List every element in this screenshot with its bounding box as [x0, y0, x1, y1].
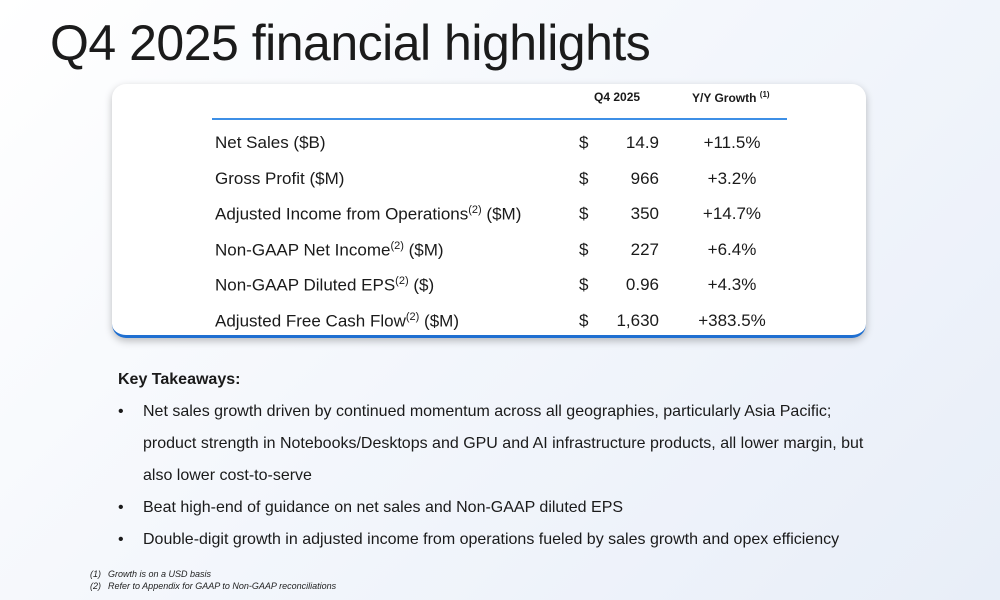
footnote-ref: (2) — [405, 311, 420, 323]
unit: ($M) — [419, 311, 459, 331]
footnote-text: Refer to Appendix for GAAP to Non-GAAP r… — [108, 581, 337, 591]
row-label: Non-GAAP Net Income(2) ($M) — [215, 240, 444, 261]
takeaways-list: Net sales growth driven by continued mom… — [118, 396, 888, 556]
unit: ($M) — [481, 204, 522, 224]
footnote-marker: (2) — [90, 581, 101, 591]
takeaway-bullet: Beat high-end of guidance on net sales a… — [118, 492, 888, 524]
slide-title: Q4 2025 financial highlights — [50, 15, 651, 71]
footnote-ref: (2) — [468, 204, 482, 217]
row-label: Gross Profit ($M) — [215, 169, 344, 189]
growth: +4.3% — [707, 275, 757, 295]
growth: +11.5% — [703, 133, 761, 152]
label-text: Non-GAAP Diluted EPS — [215, 276, 396, 296]
label-text: Adjusted Free Cash Flow — [215, 311, 406, 331]
value: 966 — [630, 168, 659, 188]
unit: ($) — [408, 276, 435, 296]
label-text: Non-GAAP Net Income — [215, 240, 391, 260]
footnote-ref: (2) — [395, 275, 409, 288]
table-row: Non-GAAP Net Income(2) ($M) $227 +6.4% — [112, 240, 866, 270]
row-label: Non-GAAP Diluted EPS(2) ($) — [215, 275, 434, 296]
header-rule — [212, 118, 787, 120]
label-text: Gross Profit ($M) — [215, 168, 345, 188]
value: 14.9 — [625, 133, 659, 152]
table-row: Net Sales ($B) $14.9 +11.5% — [112, 133, 866, 163]
table-row: Gross Profit ($M) $966 +3.2% — [112, 169, 866, 199]
row-label: Adjusted Free Cash Flow(2) ($M) — [215, 311, 459, 332]
takeaway-bullet: Net sales growth driven by continued mom… — [118, 396, 888, 492]
growth: +3.2% — [707, 168, 757, 188]
growth: +383.5% — [698, 311, 766, 330]
table-row: Non-GAAP Diluted EPS(2) ($) $0.96 +4.3% — [112, 275, 866, 305]
growth: +6.4% — [707, 239, 757, 259]
column-header: Y/Y Growth (1) — [692, 90, 770, 105]
value: 0.96 — [625, 275, 659, 295]
takeaways-title: Key Takeaways: — [118, 371, 241, 388]
takeaway-bullet: Double-digit growth in adjusted income f… — [118, 524, 888, 556]
value: 227 — [630, 239, 659, 259]
column-header: Q4 2025 — [594, 90, 641, 104]
table-row: Adjusted Free Cash Flow(2) ($M) $1,630 +38… — [112, 311, 866, 341]
table-row: Adjusted Income from Operations(2) ($M) $… — [112, 204, 866, 234]
footnote-ref: (2) — [390, 239, 404, 252]
currency: $ — [579, 133, 589, 152]
footnote-ref: (1) — [759, 90, 770, 99]
highlights-card: Q4 2025 Y/Y Growth (1) Net Sales ($B) $14… — [112, 84, 866, 338]
growth: +14.7% — [702, 204, 762, 224]
label-text: Adjusted Income from Operations — [215, 204, 469, 224]
currency: $ — [579, 168, 589, 188]
footnote: (1) Growth is on a USD basis — [90, 569, 211, 579]
currency: $ — [579, 204, 589, 224]
row-label: Net Sales ($B) — [215, 133, 326, 153]
label-text: Net Sales ($B) — [215, 133, 326, 152]
value: 350 — [630, 204, 659, 224]
footnote: (2) Refer to Appendix for GAAP to Non-GAA… — [90, 581, 336, 591]
unit: ($M) — [403, 240, 444, 260]
footnote-marker: (1) — [90, 569, 101, 579]
currency: $ — [579, 311, 589, 330]
row-label: Adjusted Income from Operations(2) ($M) — [215, 204, 521, 225]
currency: $ — [579, 275, 589, 295]
footnote-text: Growth is on a USD basis — [108, 569, 212, 579]
column-header-text: Y/Y Growth — [692, 91, 757, 105]
currency: $ — [579, 239, 589, 259]
value: 1,630 — [616, 311, 659, 330]
